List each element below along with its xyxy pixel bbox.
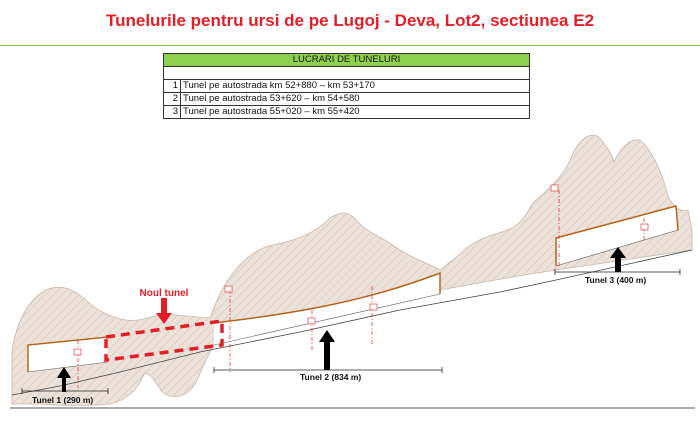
page-title: Tunelurile pentru ursi de pe Lugoj - Dev… <box>105 11 595 30</box>
tunnel-2-dimension <box>213 367 443 373</box>
tunnel-2-body <box>214 273 440 345</box>
tunnel-3-dimension <box>554 269 681 275</box>
tunnel-2-lining <box>213 271 441 324</box>
works-table: LUCRARI DE TUNELURI 1 Tunel pe autostrad… <box>163 53 530 119</box>
terrain <box>11 134 693 406</box>
tunnel-1-invert <box>27 361 109 373</box>
section-lines <box>77 190 645 388</box>
tunnel-2-invert <box>213 293 441 346</box>
tunnel-1-arrow <box>57 367 71 392</box>
tunnel-1-label: Tunel 1 (290 m) <box>32 395 93 405</box>
new-tunnel-outline <box>104 318 224 362</box>
tunnel-3-invert <box>555 229 679 267</box>
road-grade-line <box>11 249 693 396</box>
tunnel-1-lining <box>27 336 109 372</box>
tunnel-3-body <box>556 206 678 266</box>
tunnel-3-arrow <box>610 247 626 272</box>
row-text: Tunel pe autostrada 55+020 – km 55+420 <box>180 105 530 119</box>
tunnel-3-lining <box>555 205 679 266</box>
table-row: 3 Tunel pe autostrada 55+020 – km 55+420 <box>163 105 530 119</box>
title-divider <box>0 45 700 46</box>
tunnel-2-label: Tunel 2 (834 m) <box>300 372 361 382</box>
tunnel-1-body <box>28 337 108 372</box>
tunnel-2-arrow <box>319 330 335 370</box>
tunnel-3-label: Tunel 3 (400 m) <box>585 275 646 285</box>
row-index: 3 <box>163 105 181 119</box>
tunnel-1-dimension <box>21 388 109 394</box>
table-row: 1 Tunel pe autostrada km 52+880 – km 53+… <box>163 79 530 93</box>
section-markers <box>73 184 649 356</box>
new-tunnel-label: Noul tunel <box>140 288 189 299</box>
new-tunnel-arrow <box>156 298 172 324</box>
